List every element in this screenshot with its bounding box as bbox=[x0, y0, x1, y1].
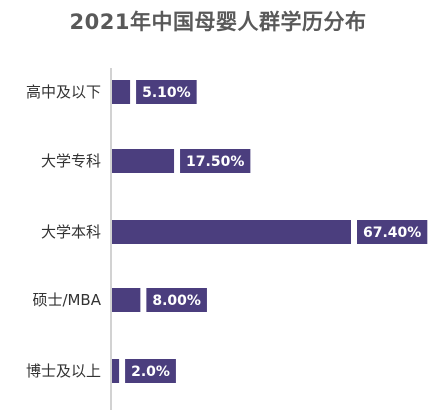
bar bbox=[112, 80, 131, 104]
data-label: 2.0% bbox=[131, 364, 170, 380]
bar bbox=[112, 220, 351, 244]
data-label-box bbox=[125, 359, 176, 383]
category-label: 大学本科 bbox=[41, 223, 101, 241]
data-label-box bbox=[146, 288, 207, 312]
data-label-box bbox=[357, 220, 428, 244]
data-label: 67.40% bbox=[363, 225, 421, 241]
data-label-box bbox=[180, 149, 251, 173]
data-label: 17.50% bbox=[186, 154, 244, 170]
bar bbox=[112, 288, 141, 312]
category-label: 大学专科 bbox=[41, 152, 101, 170]
category-label: 博士及以上 bbox=[26, 362, 101, 380]
bar bbox=[112, 359, 120, 383]
category-label: 硕士/MBA bbox=[32, 291, 101, 309]
bar bbox=[112, 149, 175, 173]
data-label: 8.00% bbox=[152, 293, 201, 309]
data-label-box bbox=[136, 80, 197, 104]
data-label: 5.10% bbox=[142, 85, 191, 101]
chart-title: 2021年中国母婴人群学历分布 bbox=[69, 10, 367, 34]
category-label: 高中及以下 bbox=[26, 83, 101, 101]
